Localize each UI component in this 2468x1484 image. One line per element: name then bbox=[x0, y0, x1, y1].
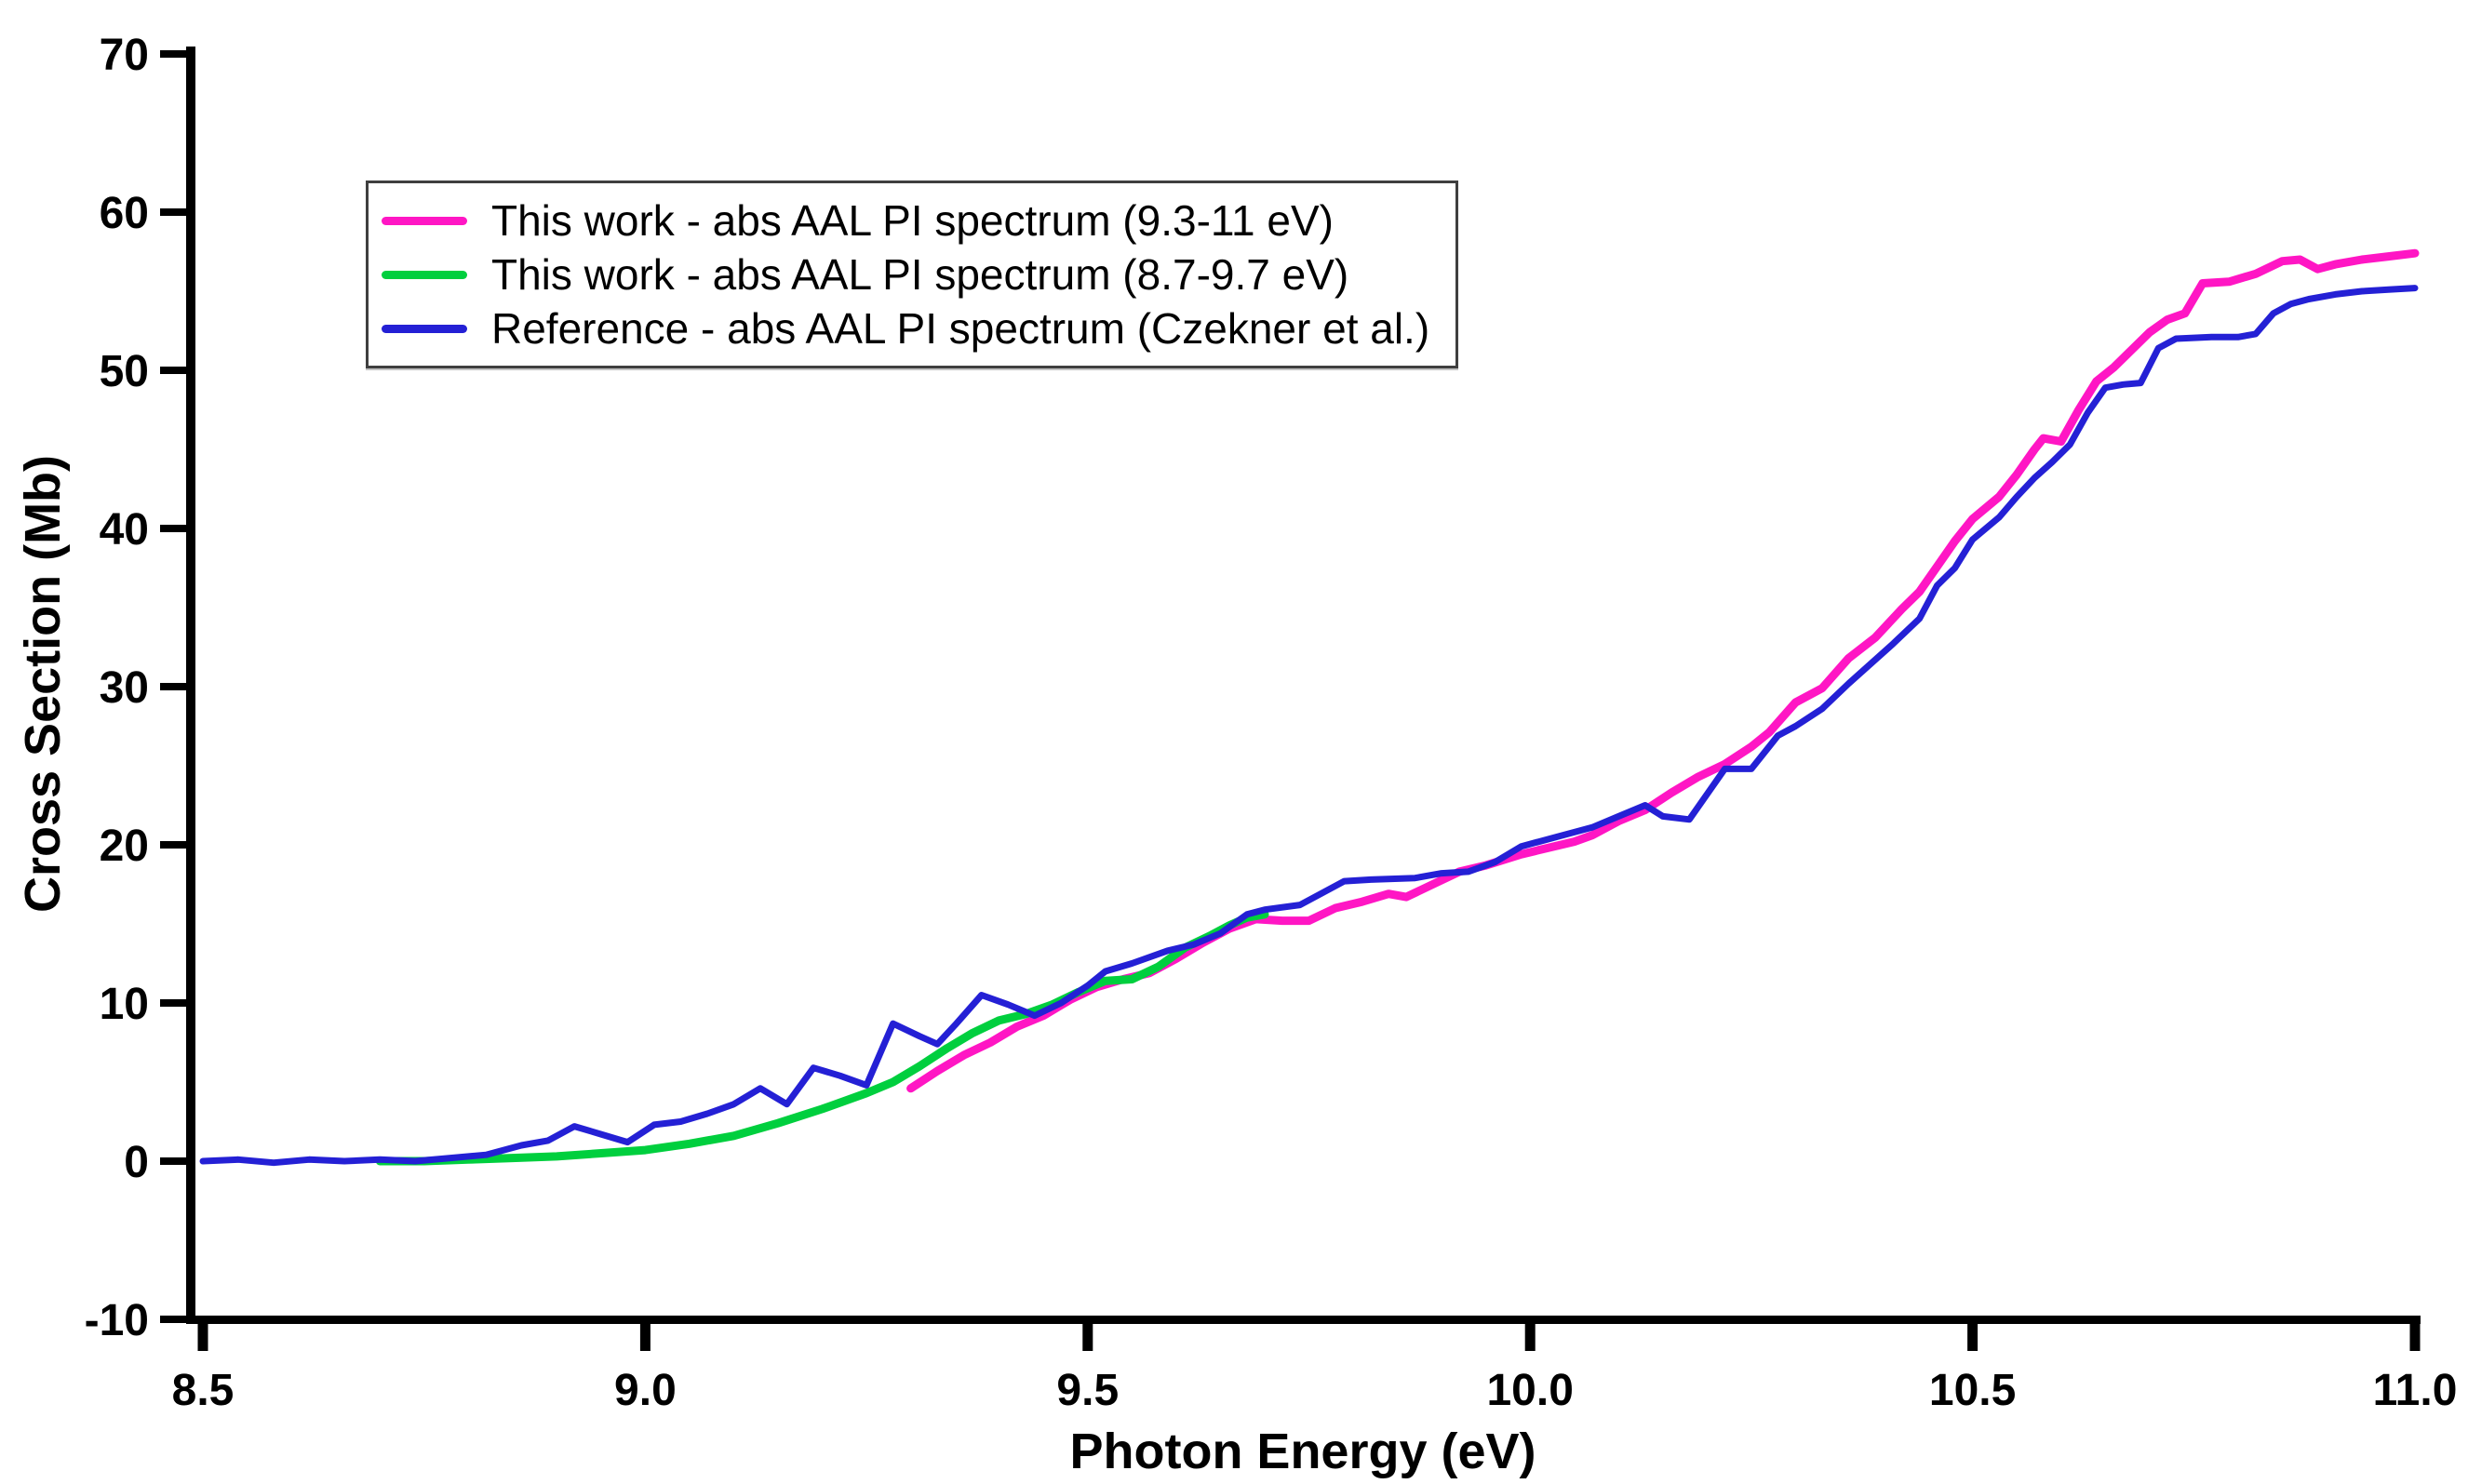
y-tick bbox=[160, 525, 191, 532]
y-tick-label: 20 bbox=[100, 822, 149, 871]
x-tick-label: 10.0 bbox=[1486, 1366, 1573, 1415]
y-tick-label: -10 bbox=[85, 1296, 149, 1345]
y-tick bbox=[160, 683, 191, 690]
y-tick bbox=[160, 208, 191, 216]
x-tick-label: 8.5 bbox=[172, 1366, 235, 1415]
y-tick-label: 60 bbox=[100, 189, 149, 238]
x-tick bbox=[2409, 1316, 2421, 1351]
legend-item-label: This work - abs AAL PI spectrum (9.3-11 … bbox=[491, 196, 1334, 245]
x-tick bbox=[197, 1316, 208, 1351]
y-tick bbox=[160, 841, 191, 849]
y-tick bbox=[160, 1316, 191, 1323]
y-tick-label: 10 bbox=[100, 980, 149, 1029]
series-line-2 bbox=[199, 285, 2419, 1167]
series-line-1 bbox=[375, 910, 1269, 1166]
series-line-0 bbox=[906, 248, 2420, 1093]
legend-item-label: This work - abs AAL PI spectrum (8.7-9.7… bbox=[491, 250, 1349, 299]
x-tick-label: 10.5 bbox=[1929, 1366, 2016, 1415]
axes: -10 0 10 20 30 40 50 60 70 8.5 9.0 9.5 10.0 10.5 11.0 bbox=[85, 31, 2458, 1415]
y-tick-label: 30 bbox=[100, 663, 149, 713]
y-tick-label: 0 bbox=[124, 1138, 149, 1187]
x-axis-spine bbox=[186, 1316, 2421, 1324]
legend-line-swatch bbox=[382, 324, 467, 333]
x-tick bbox=[1524, 1316, 1536, 1351]
y-tick-label: 70 bbox=[100, 31, 149, 80]
series-lines bbox=[199, 248, 2420, 1167]
legend-item: This work - abs AAL PI spectrum (8.7-9.7… bbox=[382, 250, 1429, 299]
legend-line-swatch bbox=[382, 270, 467, 279]
legend-line-swatch bbox=[382, 216, 467, 225]
y-tick-label: 40 bbox=[100, 505, 149, 555]
y-tick bbox=[160, 999, 191, 1007]
legend: This work - abs AAL PI spectrum (9.3-11 … bbox=[366, 180, 1459, 368]
y-tick bbox=[160, 367, 191, 374]
y-tick-label: 50 bbox=[100, 347, 149, 396]
x-tick-label: 9.5 bbox=[1056, 1366, 1119, 1415]
x-tick bbox=[639, 1316, 651, 1351]
x-tick bbox=[1082, 1316, 1093, 1351]
y-axis-title: Cross Section (Mb) bbox=[15, 455, 71, 913]
y-tick bbox=[160, 50, 191, 58]
legend-item: This work - abs AAL PI spectrum (9.3-11 … bbox=[382, 196, 1429, 245]
legend-item: Reference - abs AAL PI spectrum (Czekner… bbox=[382, 304, 1429, 353]
x-tick-label: 11.0 bbox=[2373, 1366, 2458, 1415]
x-axis-title: Photon Energy (eV) bbox=[1069, 1424, 1536, 1479]
x-tick-label: 9.0 bbox=[614, 1366, 677, 1415]
x-tick bbox=[1967, 1316, 1978, 1351]
legend-item-label: Reference - abs AAL PI spectrum (Czekner… bbox=[491, 304, 1430, 353]
y-tick bbox=[160, 1157, 191, 1165]
